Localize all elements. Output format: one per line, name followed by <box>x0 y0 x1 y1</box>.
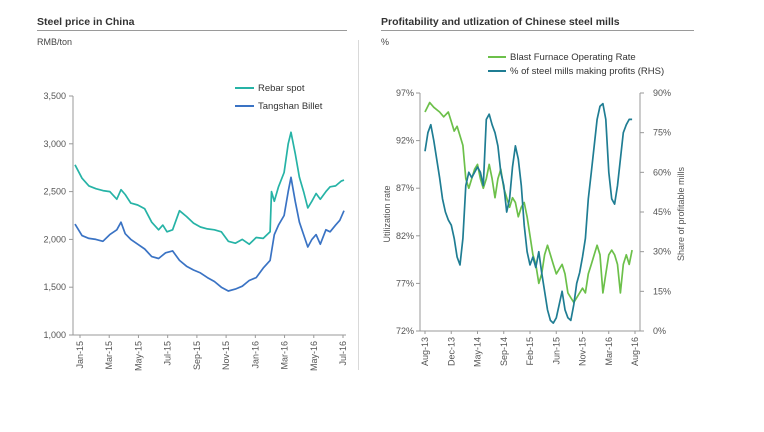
left-y-tick-label: 2,500 <box>43 187 66 197</box>
left-title-rule <box>37 30 347 31</box>
left-legend: Rebar spot Tangshan Billet <box>235 83 323 112</box>
right-left-tick-label: 92% <box>396 136 414 146</box>
legend-label-profitable-mills: % of steel mills making profits (RHS) <box>510 66 664 77</box>
left-x-tick-label: May-16 <box>309 341 319 371</box>
right-left-tick-label: 82% <box>396 231 414 241</box>
right-x-tick-label: Dec-13 <box>446 337 456 366</box>
right-left-tick-label: 97% <box>396 88 414 98</box>
left-x-tick-label: Mar-15 <box>104 341 114 370</box>
left-unit-label: RMB/ton <box>37 37 73 47</box>
left-y-tick-label: 1,500 <box>43 282 66 292</box>
right-chart-title: Profitability and utlization of Chinese … <box>381 16 620 28</box>
left-y-tick-label: 2,000 <box>43 234 66 244</box>
right-x-tick-label: Aug-16 <box>630 337 640 366</box>
right-legend: Blast Furnace Operating Rate % of steel … <box>488 52 664 77</box>
left-x-tick-label: May-15 <box>133 341 143 371</box>
right-x-tick-label: Feb-15 <box>525 337 535 366</box>
right-left-tick-label: 77% <box>396 278 414 288</box>
right-right-tick-label: 45% <box>653 207 671 217</box>
left-x-tick-label: Jan-15 <box>75 341 85 369</box>
right-x-tick-label: Nov-15 <box>578 337 588 366</box>
right-x-tick-label: Mar-16 <box>604 337 614 366</box>
panel-divider <box>358 40 359 370</box>
right-x-tick-label: Sep-14 <box>499 337 509 366</box>
left-chart-title: Steel price in China <box>37 16 135 28</box>
left-y-tick-label: 1,000 <box>43 330 66 340</box>
right-right-tick-label: 0% <box>653 326 666 336</box>
right-right-tick-label: 15% <box>653 286 671 296</box>
right-unit-label: % <box>381 37 390 47</box>
right-x-tick-label: May-14 <box>473 337 483 367</box>
left-x-tick-label: Jul-15 <box>163 341 173 366</box>
left-axis-title: Utilization rate <box>382 185 392 242</box>
right-right-tick-label: 60% <box>653 167 671 177</box>
legend-label-billet: Tangshan Billet <box>258 101 323 112</box>
left-y-tick-label: 3,000 <box>43 139 66 149</box>
right-right-tick-label: 75% <box>653 128 671 138</box>
rebar-spot-line <box>74 131 345 246</box>
right-x-tick-label: Aug-13 <box>420 337 430 366</box>
left-x-tick-label: Mar-16 <box>280 341 290 370</box>
right-right-tick-label: 90% <box>653 88 671 98</box>
left-x-tick-label: Jan-16 <box>250 341 260 369</box>
tangshan-billet-line <box>74 176 345 292</box>
right-left-tick-label: 72% <box>396 326 414 336</box>
left-x-tick-label: Sep-15 <box>192 341 202 370</box>
right-x-tick-label: Jun-15 <box>551 337 561 365</box>
right-title-rule <box>381 30 694 31</box>
left-x-tick-label: Jul-16 <box>338 341 348 366</box>
right-left-tick-label: 87% <box>396 183 414 193</box>
blast-furnace-line <box>424 101 633 304</box>
right-right-tick-label: 30% <box>653 247 671 257</box>
profitable-mills-line <box>424 102 633 324</box>
legend-label-rebar: Rebar spot <box>258 83 305 94</box>
left-y-tick-label: 3,500 <box>43 91 66 101</box>
left-x-tick-label: Nov-15 <box>221 341 231 370</box>
legend-label-blast-furnace: Blast Furnace Operating Rate <box>510 52 636 63</box>
right-axis-title: Share of profitable mills <box>676 166 686 261</box>
